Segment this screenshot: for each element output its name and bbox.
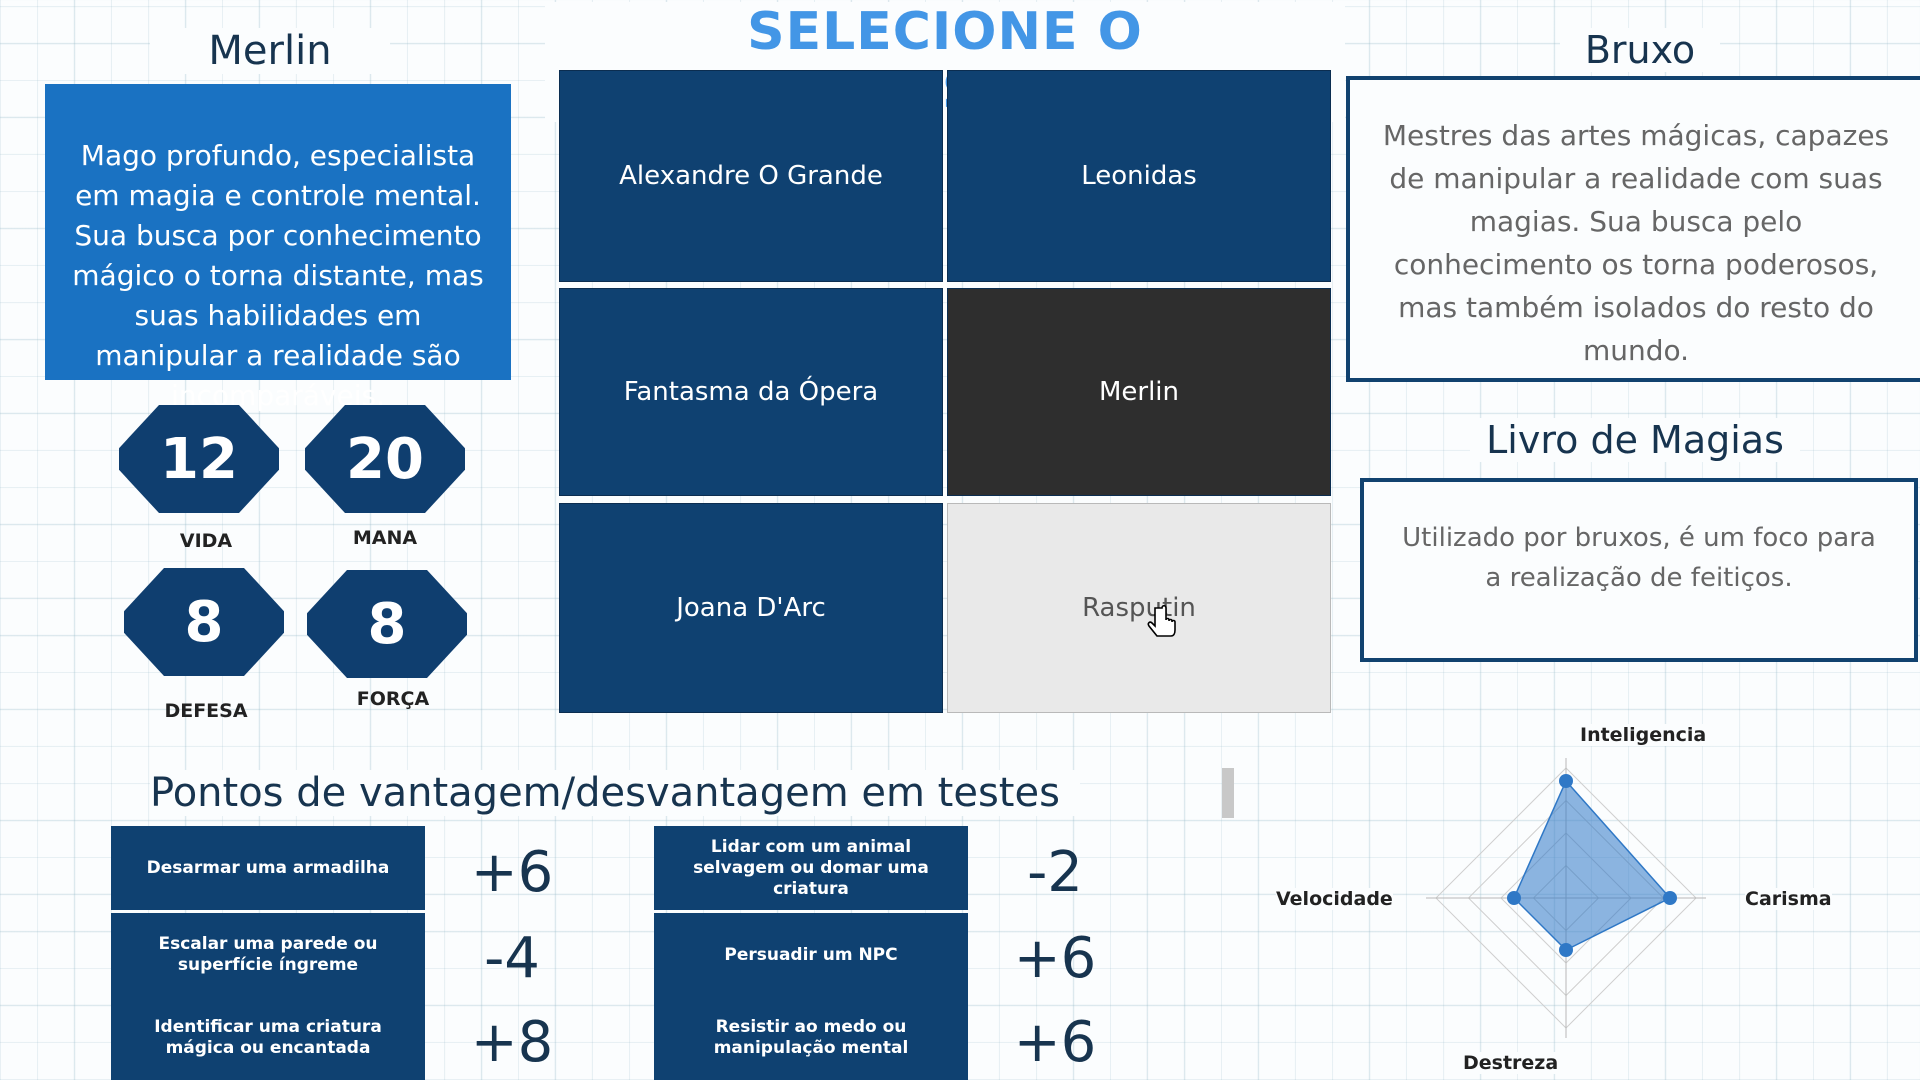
scrollbar-thumb[interactable] (1222, 768, 1234, 818)
skill-resistir: Resistir ao medo ou manipulação mental (654, 996, 968, 1080)
stat-forca-value: 8 (367, 591, 407, 657)
skill-identificar: Identificar uma criatura mágica ou encan… (111, 996, 425, 1080)
stat-mana-label: MANA (352, 527, 418, 549)
stat-forca-badge: 8 (307, 570, 467, 678)
radar-point-velocidade (1507, 891, 1521, 905)
score-resistir: +6 (1013, 1010, 1097, 1075)
score-identificar: +8 (470, 1010, 554, 1075)
class-description: Mestres das artes mágicas, capazes de ma… (1346, 76, 1920, 382)
score-lidar-animal: -2 (1027, 840, 1083, 905)
radar-point-carisma (1663, 891, 1677, 905)
character-description: Mago profundo, especialista em magia e c… (45, 84, 511, 412)
score-desarmar: +6 (470, 840, 554, 905)
class-title: Bruxo (1560, 28, 1720, 72)
character-option-joana[interactable]: Joana D'Arc (559, 503, 943, 713)
radar-point-inteligencia (1559, 774, 1573, 788)
item-description: Utilizado por bruxos, é um foco para a r… (1360, 478, 1918, 662)
tests-title: Pontos de vantagem/desvantagem em testes (150, 770, 1080, 816)
radar-axis-label-destreza: Destreza (1463, 1052, 1559, 1074)
character-option-rasputin[interactable]: Rasputin (947, 503, 1331, 713)
hand-cursor-icon (1147, 605, 1176, 637)
stat-defesa-badge: 8 (124, 568, 284, 676)
stat-mana-value: 20 (346, 426, 424, 492)
skill-escalar: Escalar uma parede ou superfície íngreme (111, 913, 425, 997)
character-option-merlin[interactable]: Merlin (947, 288, 1331, 496)
character-option-fantasma[interactable]: Fantasma da Ópera (559, 288, 943, 496)
stat-defesa-value: 8 (184, 589, 224, 655)
radar-axis-label-velocidade: Velocidade (1276, 888, 1393, 910)
stat-vida-value: 12 (160, 426, 238, 492)
attribute-radar-chart (1426, 758, 1706, 1038)
skill-lidar-animal: Lidar com um animal selvagem ou domar um… (654, 826, 968, 910)
skill-persuadir: Persuadir um NPC (654, 913, 968, 997)
score-persuadir: +6 (1013, 926, 1097, 991)
stat-vida-label: VIDA (179, 530, 233, 552)
stat-mana-badge: 20 (305, 405, 465, 513)
stat-vida-badge: 12 (119, 405, 279, 513)
character-option-alexandre[interactable]: Alexandre O Grande (559, 70, 943, 282)
skill-desarmar: Desarmar uma armadilha (111, 826, 425, 910)
stat-forca-label: FORÇA (356, 688, 430, 710)
item-title: Livro de Magias (1470, 418, 1800, 462)
radar-series-area (1513, 779, 1672, 951)
stat-defesa-label: DEFESA (164, 700, 248, 722)
radar-axis-label-inteligencia: Inteligencia (1580, 724, 1707, 746)
character-name: Merlin (150, 28, 390, 74)
score-escalar: -4 (484, 926, 540, 991)
radar-axis-label-carisma: Carisma (1745, 888, 1832, 910)
character-option-leonidas[interactable]: Leonidas (947, 70, 1331, 282)
radar-point-destreza (1559, 943, 1573, 957)
